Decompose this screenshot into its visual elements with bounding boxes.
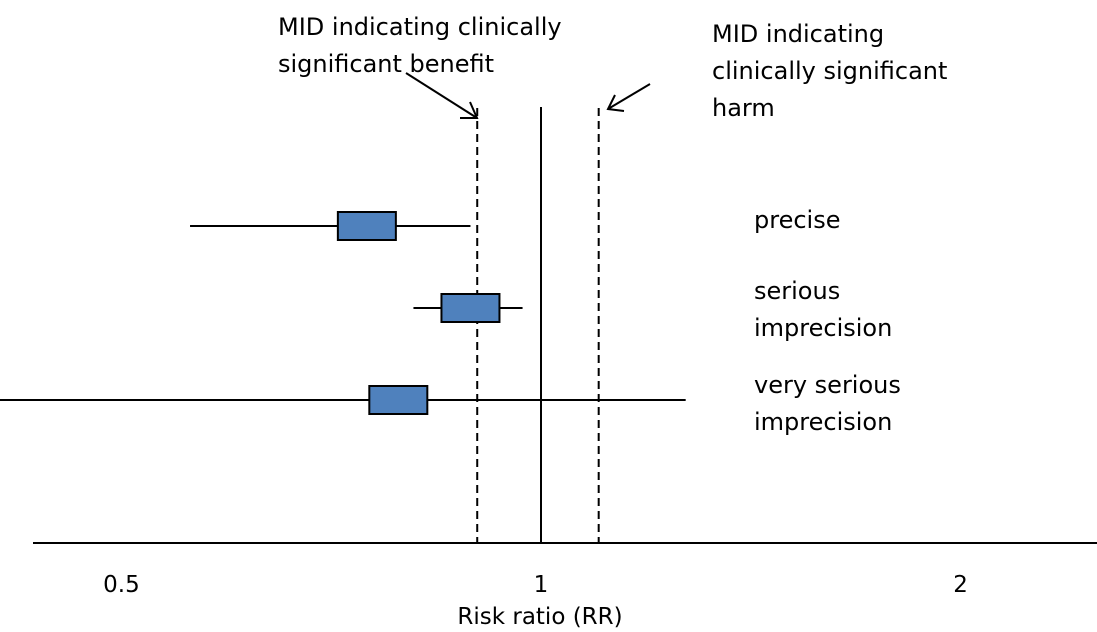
mid-benefit-label: MID indicating clinically significant be… — [278, 13, 569, 78]
row-label-serious-line-2: imprecision — [754, 314, 892, 342]
mid-harm-label-line-3: harm — [712, 94, 775, 122]
mid-harm-label-line-2: clinically significant — [712, 57, 947, 85]
mid-harm-label-line-1: MID indicating — [712, 20, 884, 48]
mid-harm-arrow — [606, 83, 651, 112]
estimate-box-0 — [336, 211, 397, 241]
row-label-precise: precise — [754, 206, 840, 234]
mid-benefit-label-line-2: significant benefit — [278, 50, 494, 78]
estimate-box-1 — [440, 293, 501, 323]
estimate-box-2 — [368, 385, 429, 415]
tick-label-2: 2 — [953, 572, 968, 598]
mid-harm-label: MID indicating clinically significant ha… — [712, 20, 955, 122]
x-axis-title: Risk ratio (RR) — [457, 604, 622, 630]
row-label-serious-line-1: serious — [754, 277, 840, 305]
mid-benefit-label-line-1: MID indicating clinically — [278, 13, 562, 41]
tick-label-0: 0.5 — [103, 572, 140, 598]
row-label-very-serious-imprecision: very serious imprecision — [754, 371, 909, 436]
tick-label-1: 1 — [534, 572, 549, 598]
mid-benefit-arrow — [405, 72, 479, 119]
row-label-precise-line-1: precise — [754, 206, 840, 234]
row-label-serious-imprecision: serious imprecision — [754, 277, 892, 342]
row-label-very-serious-line-2: imprecision — [754, 408, 892, 436]
row-label-very-serious-line-1: very serious — [754, 371, 901, 399]
